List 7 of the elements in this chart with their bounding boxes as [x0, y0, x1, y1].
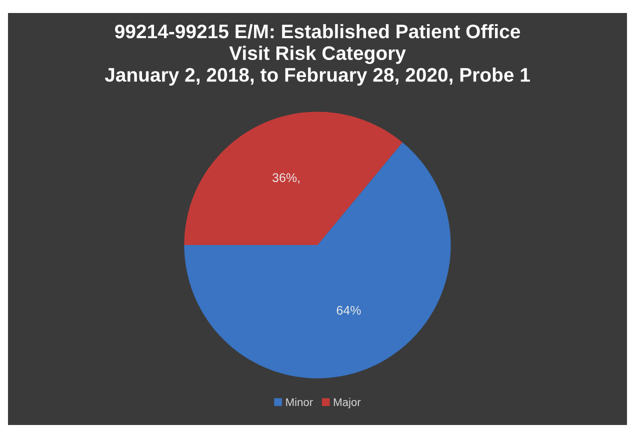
data-label: 36%,: [272, 173, 300, 184]
legend-label: Major: [334, 398, 361, 408]
legend-label: Minor: [286, 398, 313, 406]
data-label: 64%: [336, 306, 361, 315]
chart-title: 99214-99215 E/M: Established Patient Office Visit Risk Category January 2, 2018, to February 28, 2020, Probe 1: [104, 24, 530, 86]
pie-slice: [184, 142, 451, 378]
pie-slice: [184, 112, 402, 246]
